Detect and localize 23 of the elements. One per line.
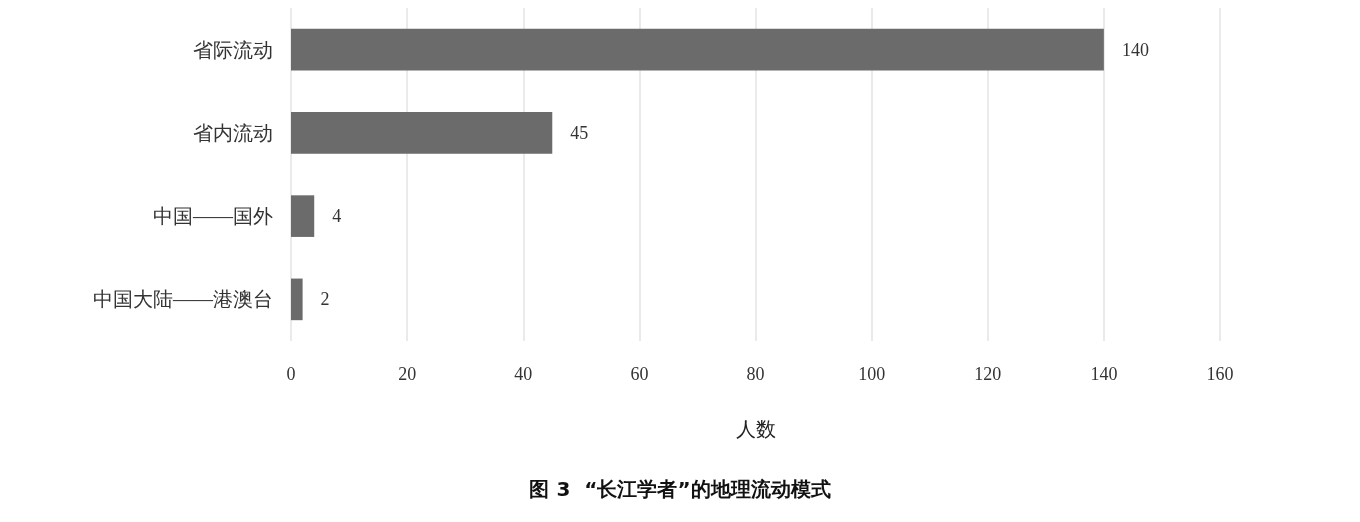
x-tick-label: 140 <box>1090 364 1118 384</box>
x-tick-label: 0 <box>286 364 296 384</box>
text: 图 3 “长江学者”的地理流动模式 <box>529 477 831 501</box>
data-label: 45 <box>570 122 589 143</box>
data-label: 4 <box>332 206 342 227</box>
x-tick-label: 80 <box>746 364 765 384</box>
x-tick-label: 100 <box>858 364 886 384</box>
y-tick-label: 省内流动 <box>193 121 273 144</box>
x-tick-label: 120 <box>974 364 1002 384</box>
x-tick-label: 20 <box>398 364 417 384</box>
x-axis-title: 人数 <box>735 418 776 440</box>
bar <box>291 278 303 321</box>
y-tick-label: 省际流动 <box>193 38 273 61</box>
x-tick-label: 40 <box>514 364 533 384</box>
data-label: 2 <box>320 289 330 310</box>
x-tick-label: 60 <box>630 364 649 384</box>
y-tick-label: 中国大陆——港澳台 <box>93 288 273 311</box>
data-label: 140 <box>1121 39 1149 60</box>
bar <box>291 195 315 237</box>
x-tick-label: 160 <box>1206 364 1234 384</box>
bar <box>291 28 1104 71</box>
bar <box>291 112 553 154</box>
y-tick-label: 中国——国外 <box>153 205 273 228</box>
